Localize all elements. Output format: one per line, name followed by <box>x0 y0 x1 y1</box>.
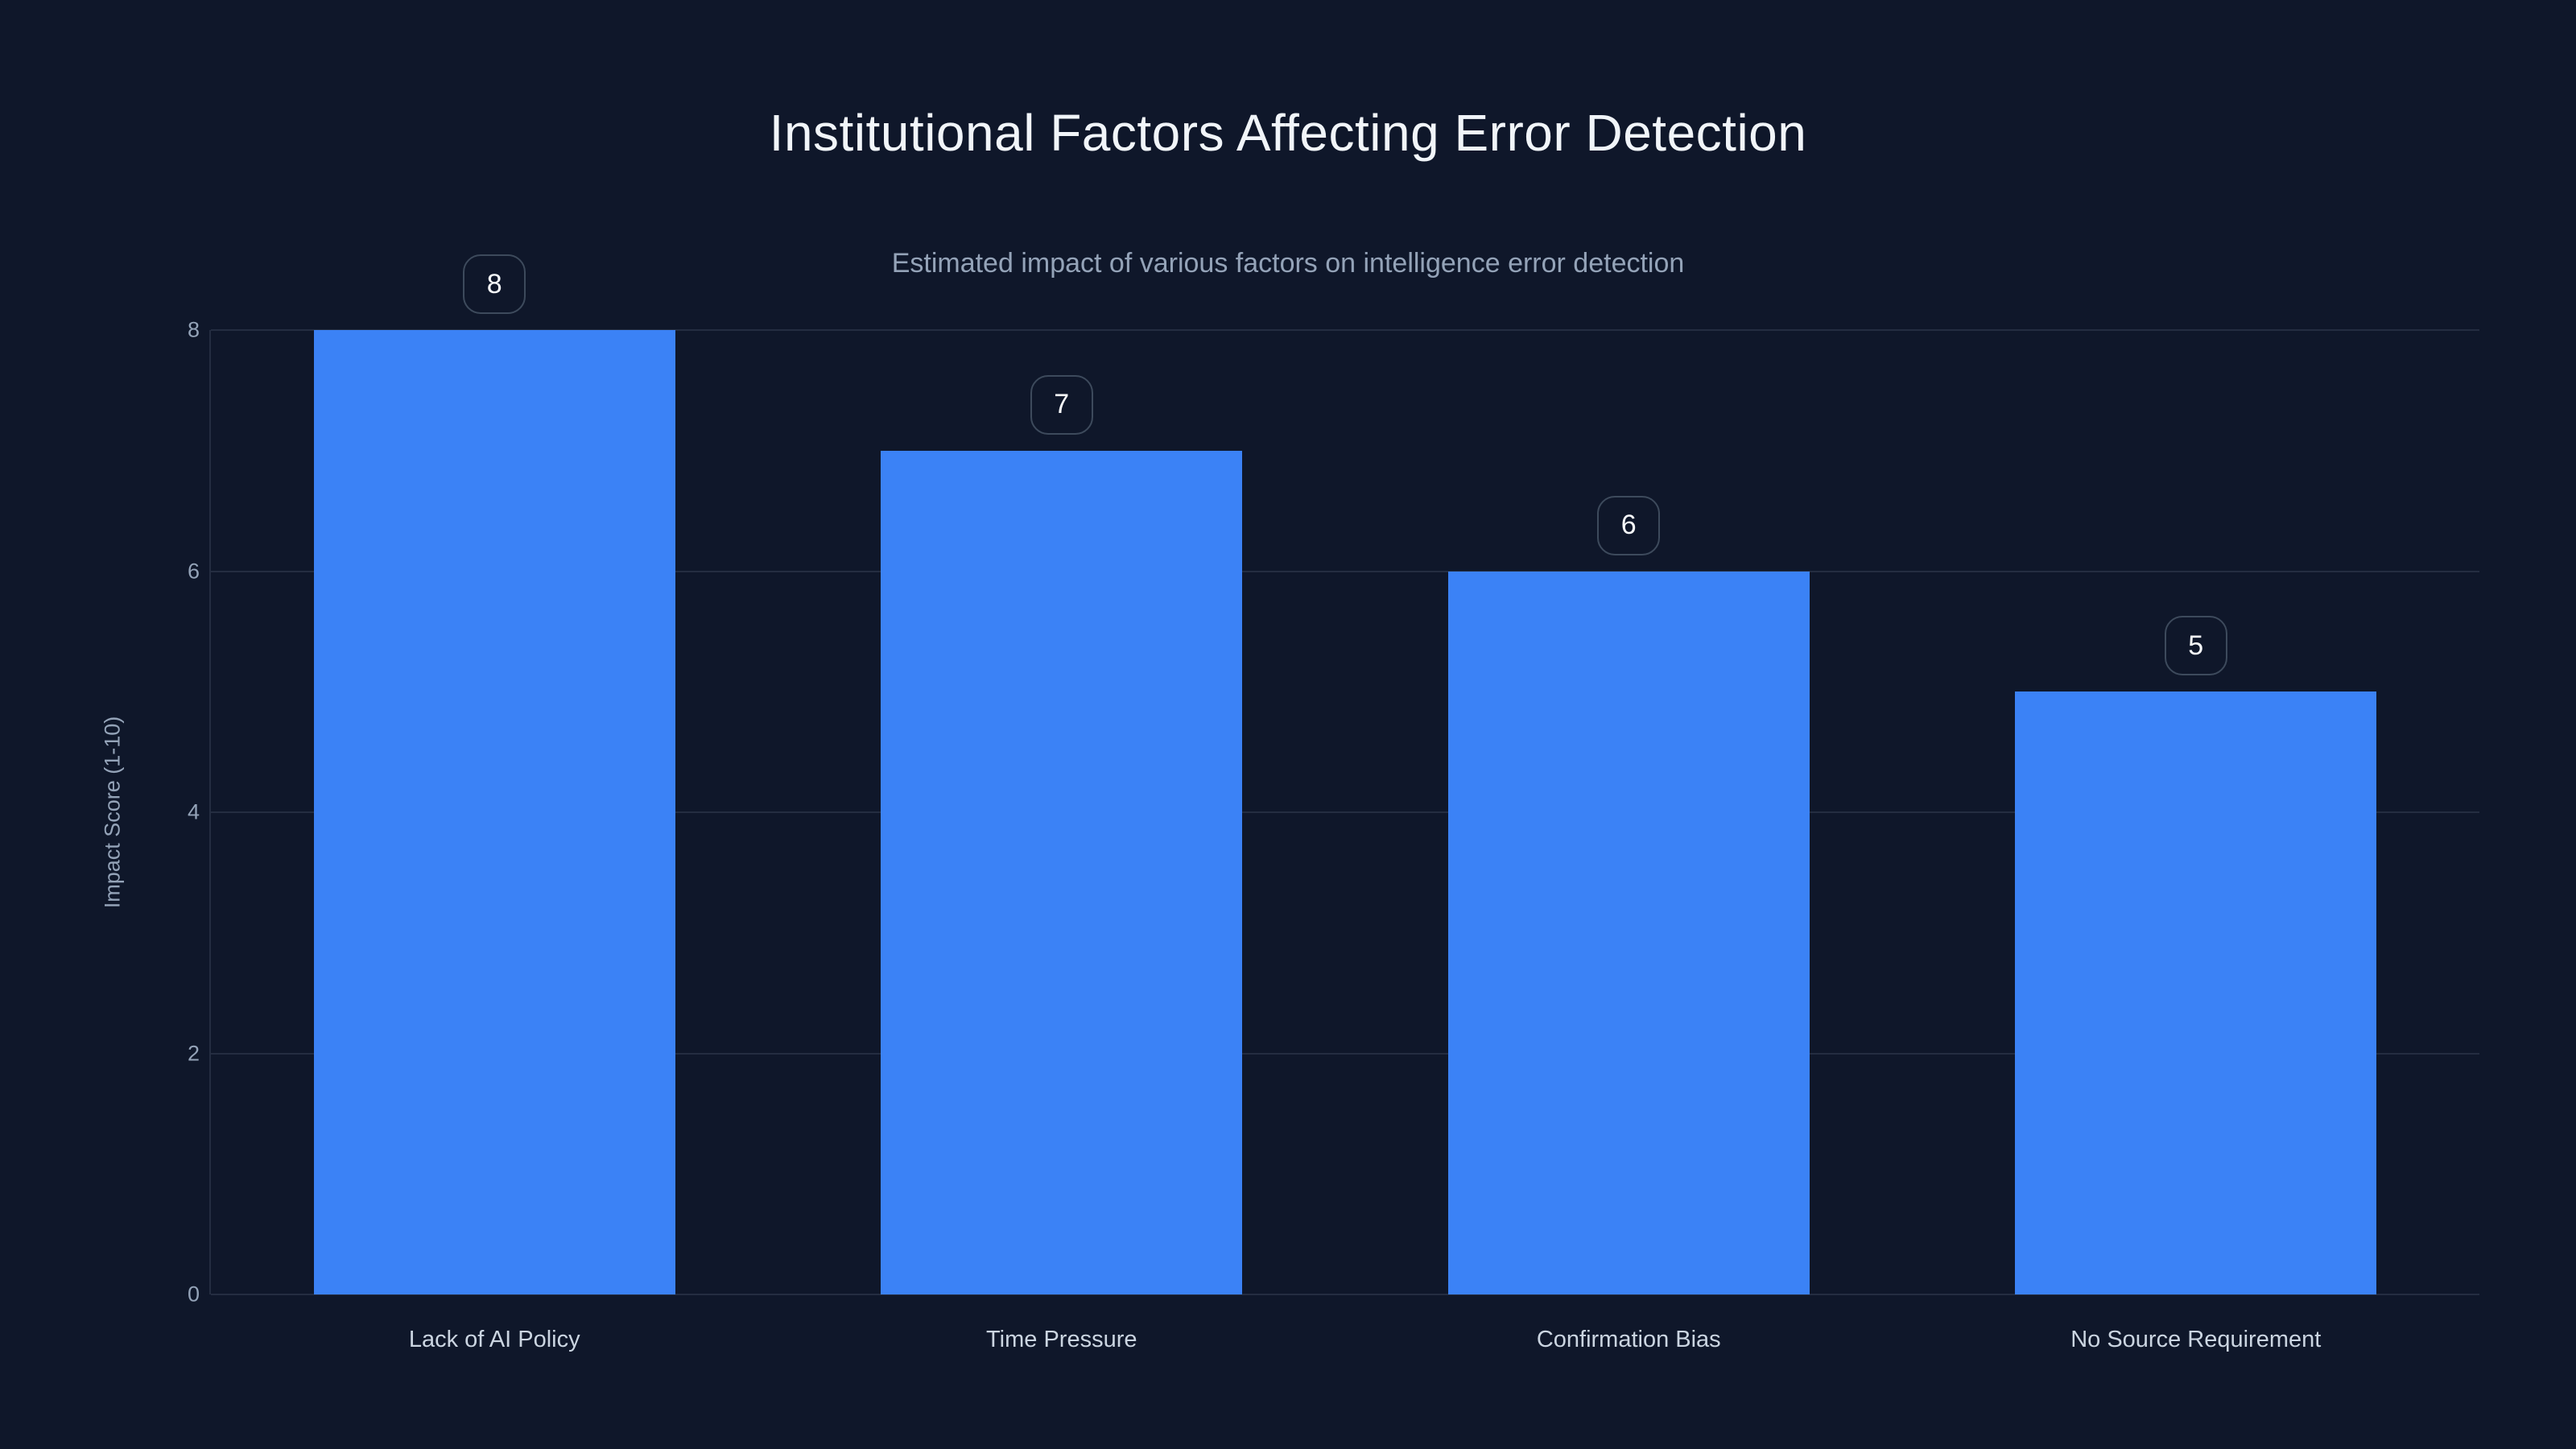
bar <box>881 450 1243 1294</box>
gridline <box>211 811 2479 813</box>
chart-subtitle: Estimated impact of various factors on i… <box>891 248 1685 279</box>
y-tick-label: 8 <box>187 317 200 342</box>
x-category-label: No Source Requirement <box>2070 1327 2322 1352</box>
y-tick-label: 4 <box>187 799 200 824</box>
y-tick-label: 2 <box>187 1041 200 1065</box>
value-badge: 6 <box>1597 495 1661 555</box>
value-badge: 8 <box>463 254 526 314</box>
y-tick-label: 6 <box>187 559 200 583</box>
bar <box>313 330 675 1294</box>
plot-area: 0 2 4 6 8 8 Lack of AI Policy 7 Time Pressure 6 Co… <box>188 254 2479 1352</box>
x-category-label: Lack of AI Policy <box>408 1327 580 1352</box>
y-tick-label: 0 <box>187 1282 200 1307</box>
value-badge: 7 <box>1030 374 1093 435</box>
value-badge: 5 <box>2164 616 2227 676</box>
bar <box>1447 571 1810 1294</box>
bar <box>2015 691 2377 1294</box>
gridline <box>211 1052 2479 1055</box>
y-axis-line <box>209 330 211 1294</box>
gridline <box>211 329 2479 331</box>
gridline <box>211 570 2479 572</box>
gridline <box>211 1294 2479 1295</box>
x-category-label: Confirmation Bias <box>1536 1327 1721 1352</box>
x-category-label: Time Pressure <box>986 1327 1137 1352</box>
chart-title: Institutional Factors Affecting Error De… <box>769 104 1807 162</box>
